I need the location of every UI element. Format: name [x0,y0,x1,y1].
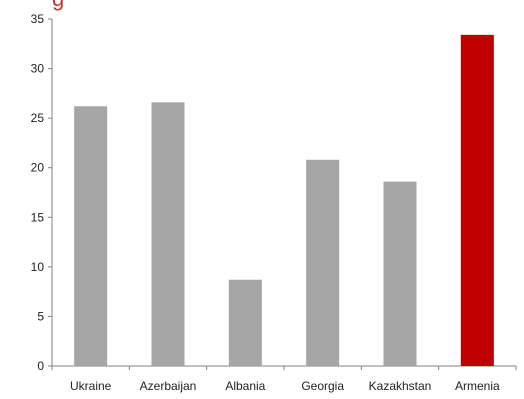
y-tick-label: 30 [31,62,45,76]
x-tick-label: Albania [225,379,265,393]
bar-georgia [306,159,340,366]
chart-title-fragment: g [52,0,64,12]
x-tick-label: Armenia [455,379,500,393]
y-tick-label: 35 [31,12,45,26]
x-tick-label: Georgia [301,379,344,393]
y-tick-label: 25 [31,111,45,125]
y-tick-label: 5 [37,309,44,323]
y-tick-label: 15 [31,210,45,224]
bar-azerbaijan [151,102,185,366]
y-tick-label: 20 [31,161,45,175]
y-tick-label: 0 [37,359,44,373]
y-tick-label: 10 [31,260,45,274]
bar-ukraine [74,106,108,366]
x-tick-label: Azerbaijan [140,379,197,393]
x-tick-label: Ukraine [70,379,112,393]
bar-armenia [460,34,494,367]
bar-albania [228,279,262,366]
bar-kazakhstan [383,181,417,366]
x-tick-label: Kazakhstan [369,379,432,393]
